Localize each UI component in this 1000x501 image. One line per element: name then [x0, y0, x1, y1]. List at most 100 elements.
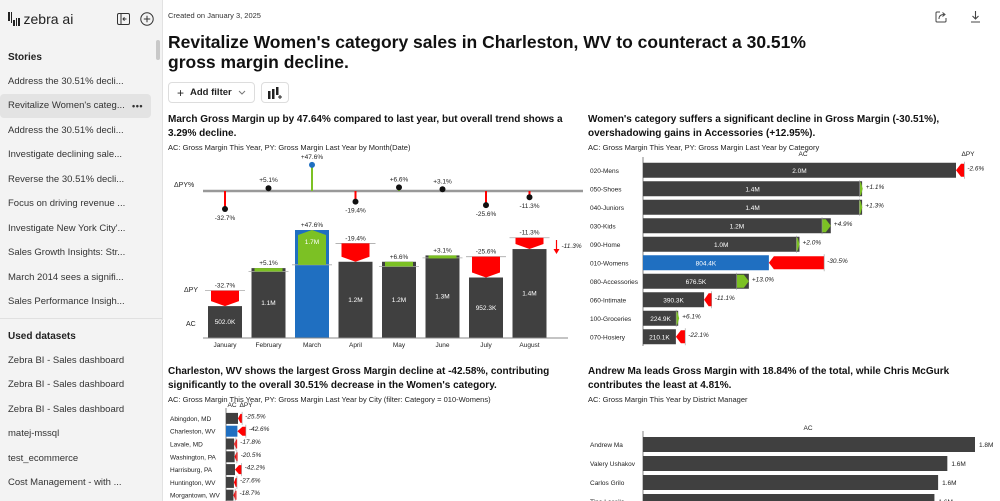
story-item[interactable]: Address the 30.51% decli...: [0, 69, 151, 94]
chevron-down-icon: [238, 87, 246, 98]
dataset-item[interactable]: Sales dashboard: [0, 495, 151, 501]
panel-title: March Gross Margin up by 47.64% compared…: [168, 114, 563, 139]
dataset-item[interactable]: Zebra BI - Sales dashboard: [8, 354, 125, 366]
share-icon[interactable]: [934, 9, 948, 23]
delta-bar: [254, 268, 283, 272]
delta-label: +5.1%: [259, 260, 278, 267]
ac-bar: [643, 310, 679, 326]
category-label: 070-Hosiery: [590, 334, 626, 341]
ac-value-label: 2.0M: [792, 168, 806, 175]
panel-monthly-gross-margin: March Gross Margin up by 47.64% compared…: [168, 113, 583, 349]
delta-label: -25.5%: [245, 413, 266, 420]
panel-category-gross-margin: Women's category suffers a significant d…: [588, 113, 998, 346]
story-label: Investigate New York City'...: [8, 222, 126, 234]
sidebar-divider: [0, 318, 162, 319]
main-content: Created on January 3, 2025 Revitalize Wo…: [163, 0, 1000, 501]
dataset-item[interactable]: matej-mssql: [8, 428, 60, 440]
ac-header: AC: [798, 151, 807, 158]
story-item[interactable]: Reverse the 30.51% decli...: [0, 167, 151, 192]
collapse-sidebar-icon[interactable]: [116, 12, 130, 26]
total-delta-arrowhead: [553, 249, 560, 254]
delta-pct-label: +3.1%: [433, 178, 452, 185]
story-label: Sales Performance Insigh...: [8, 296, 125, 308]
category-label: February: [255, 342, 282, 349]
delta-bar: [675, 330, 686, 344]
ac-bar: [643, 273, 749, 289]
ac-bar: [643, 236, 800, 252]
story-label: Address the 30.51% decli...: [8, 124, 124, 136]
story-item[interactable]: Focus on driving revenue ...: [0, 192, 151, 217]
delta-label: -25.6%: [476, 249, 497, 256]
row-label-delta: ΔPY: [184, 287, 198, 294]
ac-value-label: 1.7M: [305, 239, 319, 246]
panel-title: Charleston, WV shows the largest Gross M…: [168, 366, 550, 391]
category-label: 080-Accessories: [590, 279, 639, 286]
dataset-item[interactable]: Zebra BI - Sales dashboard: [8, 379, 125, 391]
dataset-item[interactable]: Zebra BI - Sales dashboard: [8, 403, 125, 415]
ac-bar: [643, 162, 956, 178]
ac-bar: [512, 249, 547, 338]
panel-subtitle: AC: Gross Margin This Year by District M…: [588, 395, 748, 404]
ac-bar: [643, 456, 948, 471]
delta-label: -20.5%: [241, 452, 262, 459]
story-item[interactable]: Investigate declining sale...: [0, 143, 151, 168]
delta-bar: [859, 182, 863, 196]
datasets-list: Zebra BI - Sales dashboard Zebra BI - Sal…: [0, 348, 162, 501]
ac-value-label: 1.2M: [392, 297, 406, 304]
story-item[interactable]: Address the 30.51% decli...: [0, 118, 151, 143]
category-label: Carlos Grilo: [590, 480, 625, 487]
delta-header: ΔPY: [239, 402, 253, 409]
ac-value-label: 1.6M: [951, 461, 965, 468]
delta-label: -11.3%: [519, 230, 539, 237]
ac-bar: [251, 268, 286, 338]
ac-bar: [226, 476, 234, 488]
ac-bar: [643, 437, 975, 452]
delta-bar: [768, 256, 825, 270]
ac-value-label: 1.4M: [745, 186, 759, 193]
story-item[interactable]: March 2014 sees a signifi...: [0, 265, 151, 290]
delta-pct-label: -32.7%: [215, 215, 236, 222]
new-story-plus-icon[interactable]: [140, 12, 154, 26]
delta-pct-label: +47.6%: [301, 154, 323, 161]
ac-value-label: 1.8M: [979, 442, 993, 449]
ac-value-label: 1.4M: [745, 205, 759, 212]
toolbar: + Add filter: [168, 82, 289, 103]
add-filter-button[interactable]: + Add filter: [168, 82, 255, 103]
category-label: January: [213, 342, 237, 349]
add-chart-button[interactable]: [260, 82, 289, 103]
sidebar-header: zebra ai: [0, 0, 162, 38]
ac-value-label: 390.3K: [663, 297, 684, 304]
story-item[interactable]: Sales Growth Insights: Str...: [0, 241, 151, 266]
category-label: Valery Ushakov: [590, 461, 636, 468]
story-item[interactable]: Sales Performance Insigh...: [0, 290, 151, 315]
category-label: Huntington, WV: [170, 480, 216, 487]
dataset-item[interactable]: Cost Management - with ...: [8, 477, 122, 489]
download-icon[interactable]: [968, 9, 982, 23]
delta-label: +4.9%: [834, 221, 853, 228]
delta-pct-label: +5.1%: [259, 177, 278, 184]
ac-value-label: 1.1M: [261, 300, 275, 307]
logo[interactable]: zebra ai: [8, 11, 73, 27]
ac-value-label: 502.0K: [215, 319, 236, 326]
ac-value-label: 224.9K: [650, 316, 671, 323]
delta-bar: [385, 261, 413, 267]
dataset-item[interactable]: test_ecommerce: [8, 452, 79, 464]
category-label: 060-Intimate: [590, 297, 627, 304]
delta-label: +47.6%: [301, 222, 323, 229]
delta-pct-dot: [309, 161, 315, 168]
ac-bar: [226, 451, 235, 463]
row-label-ac: AC: [186, 321, 196, 328]
sidebar-scrollbar[interactable]: [156, 40, 160, 60]
more-options-icon[interactable]: •••: [132, 100, 143, 111]
story-item[interactable]: Investigate New York City'...: [0, 216, 151, 241]
ac-bar: [643, 199, 863, 215]
logo-text: zebra ai: [23, 11, 74, 27]
ac-bar: [226, 425, 238, 437]
story-item[interactable]: Revitalize Women's categ... •••: [0, 93, 151, 118]
ac-bar: [469, 277, 503, 338]
delta-bar: [428, 255, 457, 259]
category-label: Washington, PA: [170, 454, 217, 461]
add-filter-label: Add filter: [190, 87, 232, 98]
delta-header: ΔPY: [961, 151, 975, 158]
delta-pct-dot: [352, 198, 359, 205]
